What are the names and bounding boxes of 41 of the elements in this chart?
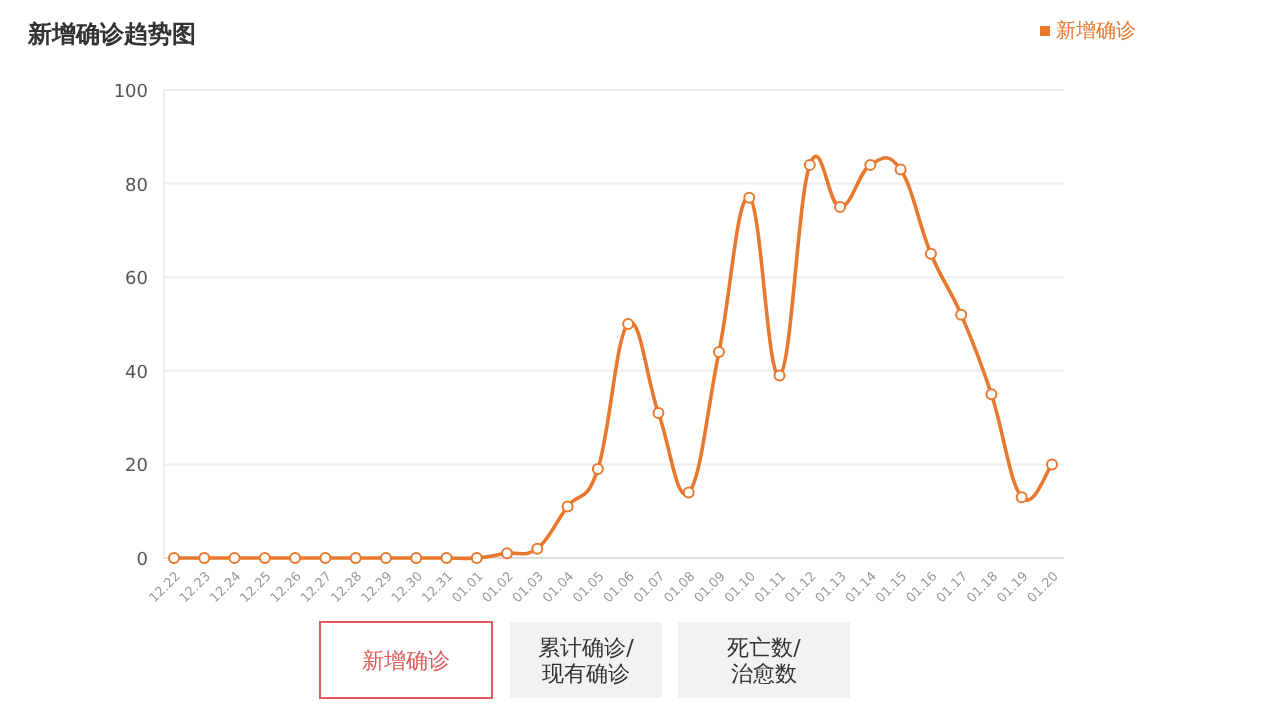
point xyxy=(955,308,968,321)
text: 死亡数/ 治愈数 xyxy=(727,635,802,687)
point xyxy=(864,158,877,171)
y-tick-label: 100 xyxy=(113,83,149,103)
y-tick-label: 60 xyxy=(125,270,149,291)
point xyxy=(924,247,937,260)
point xyxy=(803,158,816,171)
legend-label: 新增确诊 xyxy=(1056,19,1136,43)
point xyxy=(198,552,211,564)
point xyxy=(591,463,604,476)
point xyxy=(985,388,998,401)
point xyxy=(228,552,241,564)
point xyxy=(834,201,847,213)
point xyxy=(470,552,483,564)
point xyxy=(258,552,271,564)
point xyxy=(289,552,302,564)
y-tick-label: 40 xyxy=(125,363,149,384)
point xyxy=(410,552,423,564)
text: 新增确诊 xyxy=(362,648,450,674)
y-tick-label: 20 xyxy=(125,457,149,478)
point xyxy=(168,552,180,564)
point xyxy=(561,500,574,513)
point xyxy=(349,552,362,564)
point xyxy=(622,318,635,330)
point xyxy=(712,346,725,359)
point xyxy=(1015,491,1028,504)
chart-title: 新增确诊趋势图 xyxy=(26,20,196,48)
point xyxy=(894,163,907,176)
point xyxy=(1046,458,1058,471)
point xyxy=(682,486,695,499)
y-tick-label: 80 xyxy=(125,176,149,197)
point xyxy=(531,542,544,555)
point xyxy=(440,552,453,564)
text: 累计确诊/ 现有确诊 xyxy=(538,635,635,687)
y-tick-label: 0 xyxy=(136,551,149,571)
point xyxy=(319,552,332,564)
point xyxy=(501,547,514,560)
point xyxy=(743,191,756,204)
point xyxy=(652,406,665,419)
point xyxy=(379,552,392,564)
point xyxy=(773,369,786,382)
